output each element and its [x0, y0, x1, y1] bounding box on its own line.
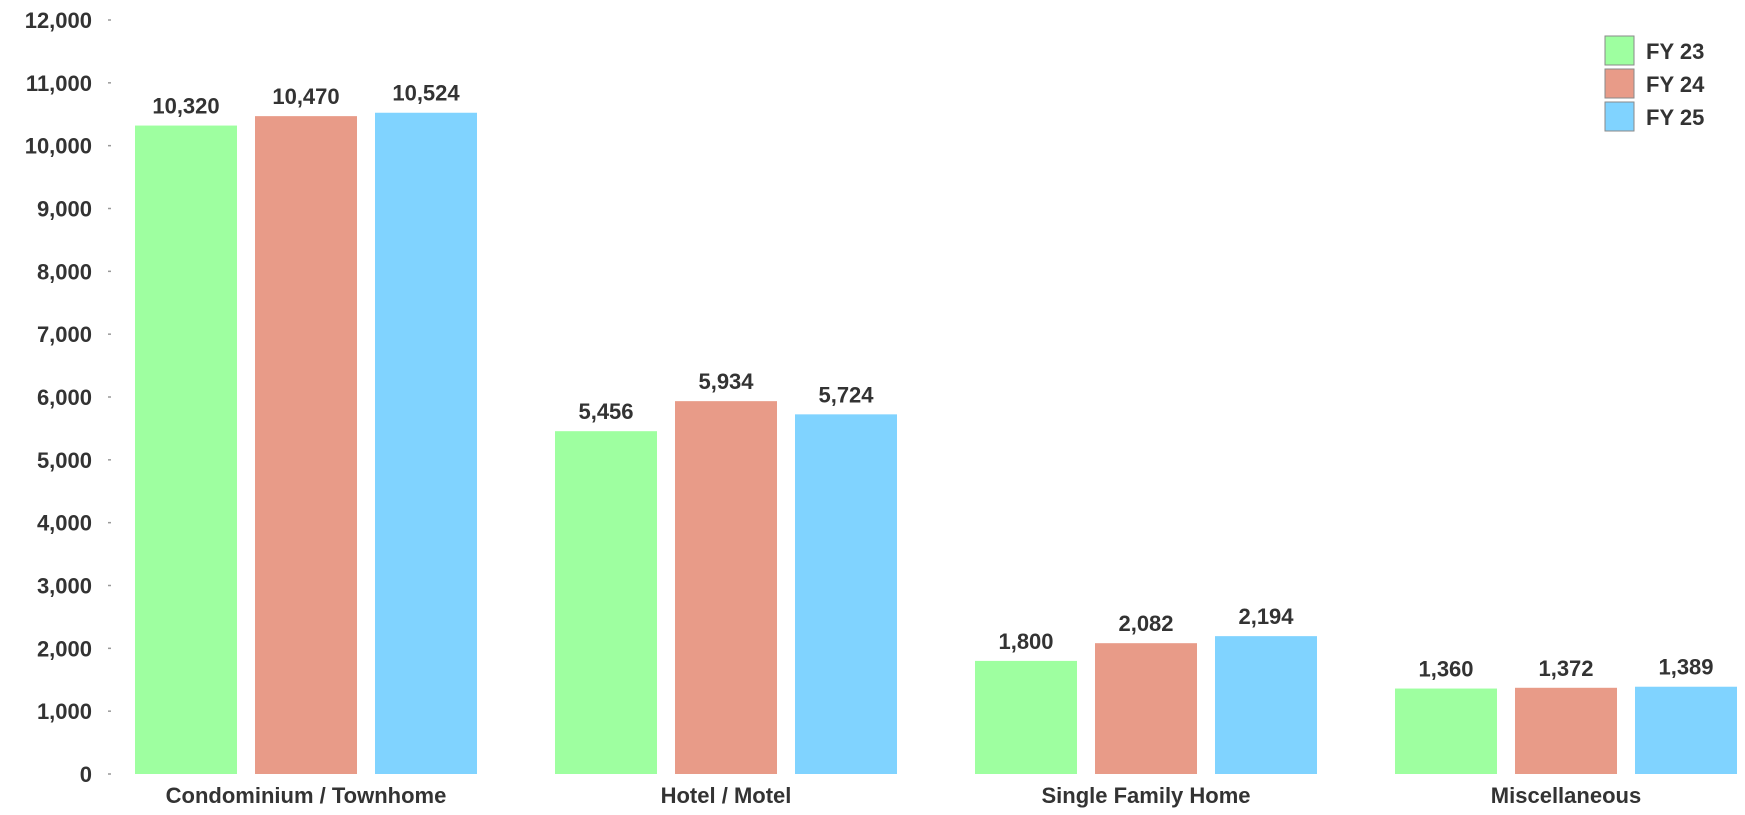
- data-label: 5,934: [698, 369, 754, 394]
- y-tick-label: 12,000: [25, 8, 92, 33]
- data-label: 2,082: [1118, 611, 1173, 636]
- bar-fy-24-1: [675, 401, 777, 774]
- legend-swatch: [1604, 101, 1635, 132]
- x-category-label: Hotel / Motel: [661, 783, 792, 808]
- bar-fy-23-0: [135, 125, 237, 774]
- y-tick-label: 2,000: [37, 636, 92, 661]
- y-tick-label: 7,000: [37, 322, 92, 347]
- bar-fy-24-3: [1515, 687, 1617, 774]
- bar-fy-24-2: [1095, 643, 1197, 774]
- data-label: 10,470: [272, 84, 339, 109]
- y-tick-label: 10,000: [25, 134, 92, 159]
- data-label: 1,800: [998, 629, 1053, 654]
- y-tick-label: 6,000: [37, 385, 92, 410]
- data-label: 10,320: [152, 94, 219, 119]
- data-label: 5,724: [818, 382, 874, 407]
- bars-group: [135, 112, 1737, 774]
- data-label: 10,524: [392, 81, 460, 106]
- bar-fy-23-1: [555, 431, 657, 774]
- legend-label: FY 23: [1646, 39, 1704, 64]
- y-tick-label: 9,000: [37, 197, 92, 222]
- legend-swatch: [1604, 68, 1635, 99]
- y-tick-label: 1,000: [37, 699, 92, 724]
- x-category-label: Condominium / Townhome: [166, 783, 447, 808]
- data-label: 1,360: [1418, 657, 1473, 682]
- x-axis: Condominium / Townhome Hotel / Motel Singl…: [166, 783, 1642, 808]
- y-tick-label: 4,000: [37, 511, 92, 536]
- legend: FY 23 FY 24 FY 25: [1604, 35, 1705, 132]
- y-tick-label: 0: [80, 762, 92, 787]
- bar-fy-25-0: [375, 112, 477, 774]
- data-label: 1,372: [1538, 656, 1593, 681]
- bar-fy-25-2: [1215, 636, 1317, 774]
- bar-fy-25-1: [795, 414, 897, 774]
- data-labels-group: 10,320 10,470 10,524 5,456 5,934 5,724 1,800 2,…: [152, 81, 1713, 682]
- data-label: 1,389: [1658, 655, 1713, 680]
- y-tick-label: 11,000: [26, 71, 92, 96]
- y-tick-label: 5,000: [37, 448, 92, 473]
- bar-fy-24-0: [255, 116, 357, 774]
- data-label: 5,456: [578, 399, 633, 424]
- bar-fy-23-2: [975, 660, 1077, 774]
- legend-swatch: [1604, 35, 1635, 66]
- y-tick-label: 3,000: [37, 574, 92, 599]
- y-axis: 0 1,000 2,000 3,000 4,000 5,000 6,000 7,000 8,00…: [25, 8, 111, 787]
- y-tick-label: 8,000: [37, 259, 92, 284]
- legend-label: FY 25: [1646, 105, 1704, 130]
- data-label: 2,194: [1238, 604, 1294, 629]
- legend-label: FY 24: [1646, 72, 1705, 97]
- bar-fy-23-3: [1395, 688, 1497, 774]
- x-category-label: Miscellaneous: [1491, 783, 1641, 808]
- x-category-label: Single Family Home: [1041, 783, 1250, 808]
- bar-fy-25-3: [1635, 686, 1737, 774]
